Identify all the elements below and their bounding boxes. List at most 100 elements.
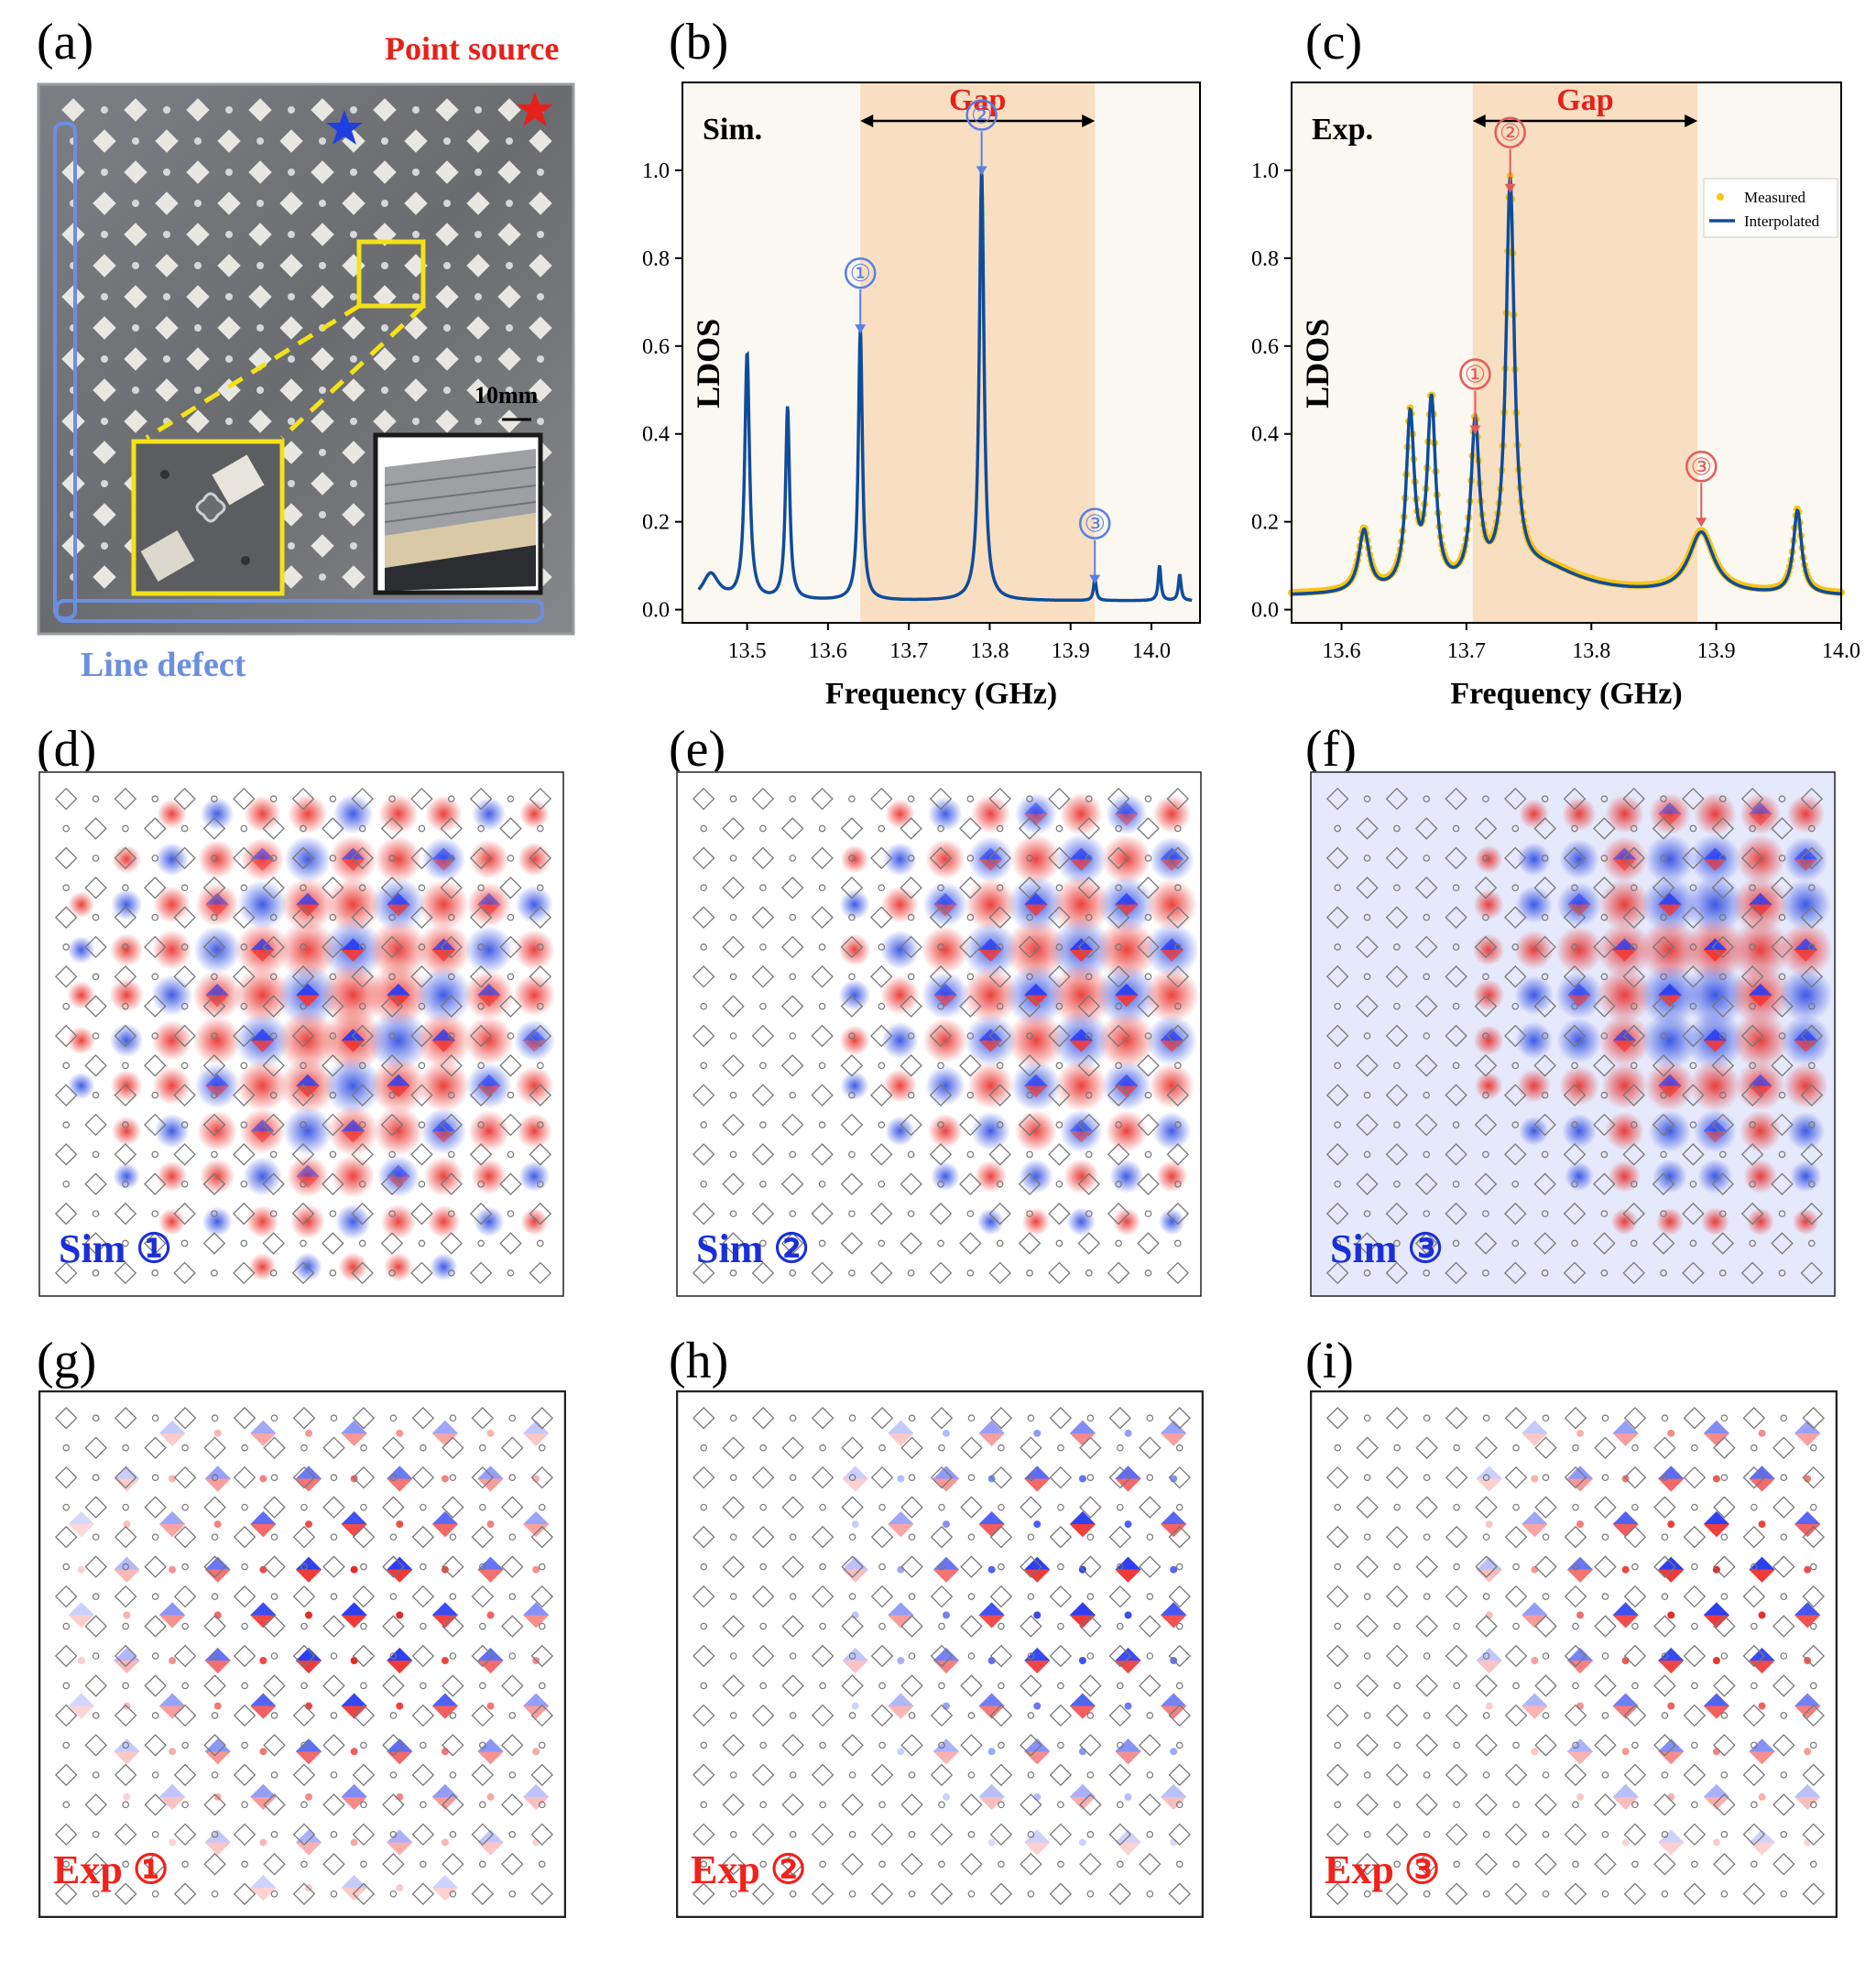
panel-label-g: (g) xyxy=(37,1333,97,1389)
field-blob xyxy=(331,1154,375,1198)
lattice-pillar xyxy=(322,1436,345,1459)
lattice-hole xyxy=(908,1593,916,1600)
lattice-hole xyxy=(1452,1062,1460,1070)
lattice-pillar xyxy=(1711,817,1734,840)
lattice-hole xyxy=(1393,1860,1401,1868)
field-dot xyxy=(1033,1520,1042,1529)
hole xyxy=(256,137,264,145)
field-blob xyxy=(1610,1208,1639,1236)
field-dot xyxy=(1667,1792,1675,1801)
lattice-hole xyxy=(447,1150,455,1159)
field-blob xyxy=(1515,1021,1553,1060)
lattice-hole xyxy=(1117,1860,1124,1868)
peak-marker-arrowhead xyxy=(855,324,867,334)
hole xyxy=(537,355,544,363)
lattice-pillar xyxy=(1049,1585,1073,1608)
field-dot xyxy=(1124,1429,1132,1437)
panel-label-c: (c) xyxy=(1305,14,1363,71)
field-blob xyxy=(464,925,514,975)
lattice-pillar xyxy=(930,1882,954,1905)
lattice-pillar xyxy=(1475,1853,1498,1876)
lattice-pillar xyxy=(499,1232,522,1255)
lattice-hole xyxy=(240,1180,248,1188)
lattice-pillar xyxy=(781,1436,804,1459)
field-blob xyxy=(243,1156,282,1196)
lattice-hole xyxy=(1363,1712,1371,1719)
field-dipole xyxy=(431,1602,459,1629)
field-blob xyxy=(1697,1159,1733,1194)
lattice-pillar xyxy=(530,1704,553,1727)
lattice-hole xyxy=(937,1180,944,1188)
lattice-hole xyxy=(92,1150,100,1159)
lattice-pillar xyxy=(203,1555,226,1578)
lattice-hole xyxy=(1423,1210,1431,1217)
lattice-hole xyxy=(1175,1860,1183,1868)
pillar xyxy=(497,160,521,184)
lattice-pillar xyxy=(114,1882,137,1905)
pillar xyxy=(279,316,303,340)
panel-c: Gap Exp. LDOS Frequency (GHz) 13.6 13.7 13.8 13… xyxy=(1250,55,1873,714)
lattice-hole xyxy=(508,1414,517,1422)
lattice-hole xyxy=(937,824,944,833)
lattice-pillar xyxy=(1534,1615,1557,1638)
pillar xyxy=(124,285,147,309)
lattice-hole xyxy=(388,1032,396,1040)
field-blob xyxy=(1746,1207,1775,1237)
lattice-hole xyxy=(92,1771,100,1779)
lattice-pillar xyxy=(900,1734,923,1757)
field-dipole xyxy=(158,1693,186,1719)
lattice-hole xyxy=(1452,1239,1460,1247)
lattice-pillar xyxy=(811,1202,834,1226)
gap-label: Gap xyxy=(1556,83,1613,117)
field-dot xyxy=(851,1520,859,1529)
lattice-hole xyxy=(1808,824,1816,833)
lattice-pillar xyxy=(1800,1202,1824,1226)
lattice-hole xyxy=(270,1652,278,1660)
lattice-pillar xyxy=(841,1555,864,1578)
hole xyxy=(132,324,139,332)
hole xyxy=(319,387,326,394)
lattice-pillar xyxy=(501,1734,524,1757)
lattice-hole xyxy=(848,1474,856,1481)
lattice-pillar xyxy=(411,1465,435,1489)
lattice-pillar xyxy=(751,846,775,870)
lattice-hole xyxy=(420,1741,427,1749)
lattice-pillar xyxy=(144,817,167,840)
lattice-pillar xyxy=(692,1202,715,1226)
field-blob xyxy=(282,1106,333,1156)
field-blob xyxy=(881,1021,919,1060)
lattice-hole xyxy=(908,1533,916,1541)
lattice-hole xyxy=(1600,1269,1609,1277)
lattice-pillar xyxy=(203,1853,226,1876)
lattice-pillar xyxy=(84,817,107,840)
field-dot xyxy=(1078,1475,1086,1483)
field-dot xyxy=(851,1702,859,1710)
lattice-pillar xyxy=(410,1143,433,1166)
lattice-pillar xyxy=(410,787,433,811)
lattice-hole xyxy=(878,1801,886,1809)
field-dot xyxy=(1531,1565,1539,1574)
lattice-hole xyxy=(1718,1269,1727,1277)
lattice-pillar xyxy=(292,1585,316,1608)
lattice-hole xyxy=(300,1062,307,1070)
lattice-pillar xyxy=(870,1763,894,1787)
lattice-pillar xyxy=(263,1793,286,1816)
exp-field-map-3: Exp ③ xyxy=(1309,1389,1838,1919)
lattice-pillar xyxy=(1049,1644,1073,1668)
field-dot xyxy=(943,1520,950,1529)
lattice-hole xyxy=(418,1180,426,1188)
lattice-hole xyxy=(388,913,396,921)
field-dot xyxy=(1531,1657,1539,1664)
field-dipole xyxy=(477,1647,504,1674)
lattice-hole xyxy=(151,1712,159,1719)
field-blob xyxy=(278,920,338,980)
pillar xyxy=(279,129,303,153)
lattice-pillar xyxy=(1534,1674,1557,1697)
lattice-hole xyxy=(418,943,426,951)
lattice-hole xyxy=(1542,1831,1550,1838)
lattice-pillar xyxy=(751,1763,775,1787)
lattice-pillar xyxy=(811,846,834,870)
lattice-hole xyxy=(1482,1474,1490,1481)
field-dipole xyxy=(1749,1647,1775,1674)
field-dot xyxy=(259,1748,267,1756)
